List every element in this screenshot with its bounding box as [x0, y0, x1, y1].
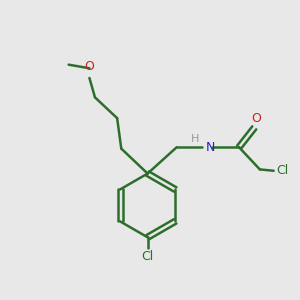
Text: Cl: Cl: [276, 164, 289, 177]
Text: N: N: [206, 141, 215, 154]
Text: O: O: [85, 60, 94, 73]
Text: H: H: [191, 134, 200, 144]
Text: Cl: Cl: [142, 250, 154, 263]
Text: methoxy: methoxy: [63, 59, 69, 61]
Text: methoxy: methoxy: [13, 49, 67, 62]
Text: methoxy: methoxy: [61, 61, 68, 62]
Text: methoxy: methoxy: [9, 50, 64, 63]
Text: O: O: [251, 112, 261, 124]
